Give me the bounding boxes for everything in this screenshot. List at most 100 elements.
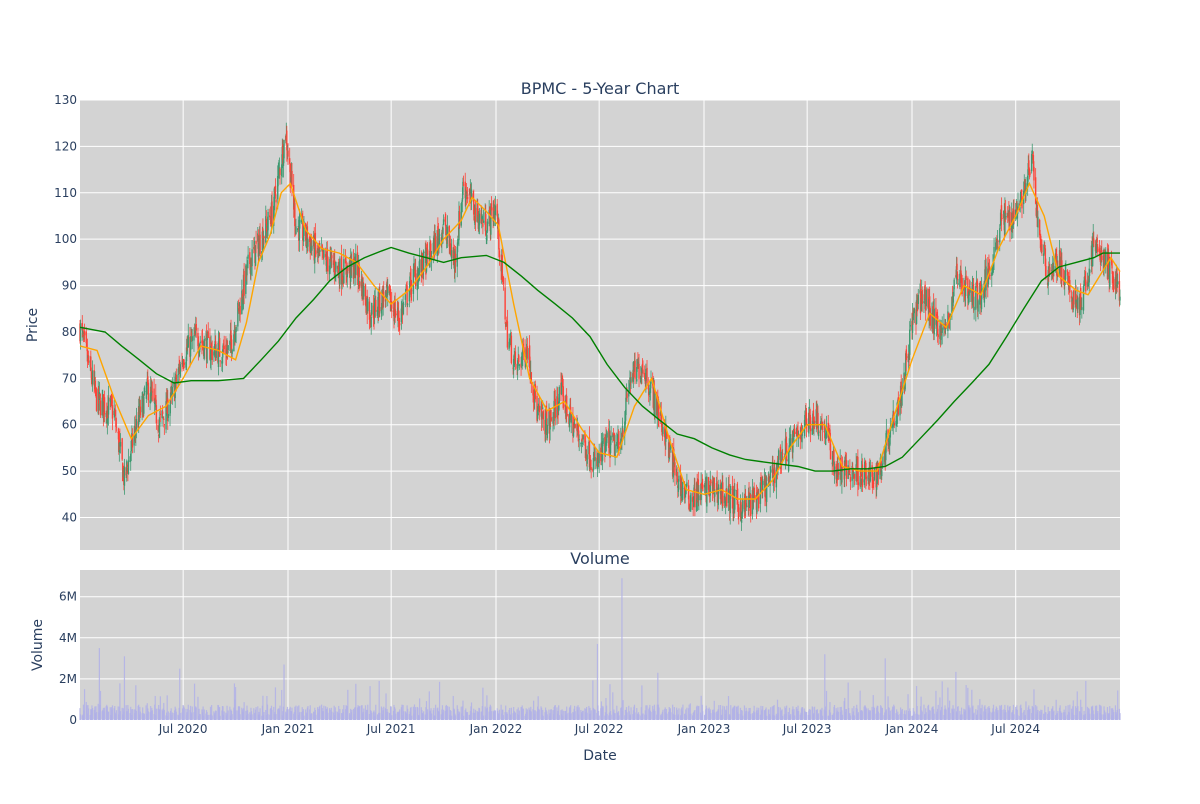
candle-body <box>1043 246 1045 250</box>
volume-bar <box>985 708 987 720</box>
candle-body <box>86 349 89 362</box>
candle-body <box>400 308 403 323</box>
x-tick-label: Jul 2024 <box>990 722 1040 736</box>
candle-body <box>744 495 747 508</box>
candle-body <box>979 281 982 296</box>
volume-bar <box>1105 712 1107 720</box>
volume-bar <box>813 706 816 720</box>
candle-body <box>469 189 472 196</box>
candle-body <box>382 288 384 308</box>
volume-bar <box>166 695 168 720</box>
volume-y-axis-title: Volume <box>30 619 46 671</box>
candle-body <box>913 313 915 316</box>
volume-bar <box>427 709 429 720</box>
candle-body <box>273 188 276 211</box>
candle-body <box>1064 283 1066 285</box>
volume-bar <box>131 709 134 720</box>
volume-bar <box>331 711 333 720</box>
volume-bar <box>844 697 846 720</box>
candle-body <box>133 433 135 446</box>
volume-bar <box>135 710 138 720</box>
candle-body <box>957 283 959 285</box>
volume-bar <box>87 708 90 720</box>
candle-body <box>901 396 903 401</box>
candle-body <box>829 443 832 460</box>
volume-bar <box>949 713 951 720</box>
volume-bar <box>505 705 507 720</box>
volume-bar <box>111 705 114 720</box>
candle-body <box>340 256 343 285</box>
candle-body <box>346 266 348 278</box>
candle-body <box>298 219 301 241</box>
candle-body <box>1080 302 1082 309</box>
candle-body <box>329 257 331 270</box>
candle-body <box>598 451 600 464</box>
candle-body <box>955 266 958 280</box>
volume-bar <box>79 708 81 720</box>
candle-body <box>1079 292 1081 315</box>
candle-body <box>370 316 372 328</box>
volume-bar <box>273 706 275 720</box>
candle-body <box>947 313 950 316</box>
candle-body <box>808 417 810 434</box>
volume-bar <box>1100 706 1102 720</box>
volume-bar <box>734 705 736 720</box>
candle-body <box>437 226 439 234</box>
candle-body <box>177 367 180 373</box>
candle-body <box>387 286 389 295</box>
candle-body <box>956 274 959 281</box>
candle-body <box>1083 280 1085 286</box>
candle-body <box>793 428 796 434</box>
volume-bar <box>686 707 688 720</box>
candle-body <box>127 460 130 474</box>
candle-body <box>310 242 312 254</box>
candle-body <box>494 205 497 216</box>
candle-body <box>577 430 580 437</box>
volume-bar <box>1025 701 1027 720</box>
candle-body <box>760 478 762 480</box>
volume-bar <box>97 703 99 720</box>
candle-body <box>937 334 939 338</box>
volume-bar <box>554 705 556 720</box>
candle-body <box>804 414 806 425</box>
candle-body <box>788 448 790 464</box>
volume-bar <box>558 705 560 720</box>
candle-body <box>388 285 391 294</box>
candle-body <box>99 394 101 396</box>
candle-body <box>179 364 181 377</box>
volume-bar <box>915 686 918 720</box>
volume-bar <box>702 711 704 720</box>
candle-body <box>729 493 731 514</box>
candle-body <box>971 285 974 306</box>
candle-body <box>758 493 760 509</box>
volume-bar <box>849 715 852 720</box>
candle-body <box>114 414 116 415</box>
candle-body <box>765 482 768 503</box>
volume-bar <box>967 687 969 720</box>
candle-body <box>1093 238 1095 244</box>
candle-body <box>731 486 734 509</box>
candle-body <box>125 467 127 476</box>
candle-body <box>604 437 607 453</box>
candle-body <box>570 414 572 423</box>
volume-bar <box>454 715 457 720</box>
candle-body <box>255 240 257 244</box>
candle-body <box>706 476 708 507</box>
candle-body <box>833 449 835 476</box>
candle-body <box>936 313 938 317</box>
volume-bar <box>355 683 357 720</box>
volume-bar <box>833 705 836 720</box>
candle-body <box>991 272 994 274</box>
volume-bar <box>1061 712 1063 720</box>
candle-body <box>332 260 335 266</box>
volume-bar <box>239 714 241 720</box>
candle-body <box>781 453 784 455</box>
volume-bar <box>287 709 289 720</box>
candle-body <box>698 495 700 501</box>
candle-body <box>151 391 154 393</box>
volume-bar <box>556 707 558 720</box>
candle-body <box>409 272 412 276</box>
candle-body <box>944 330 946 334</box>
candle-body <box>805 418 808 427</box>
candle-body <box>83 331 86 336</box>
